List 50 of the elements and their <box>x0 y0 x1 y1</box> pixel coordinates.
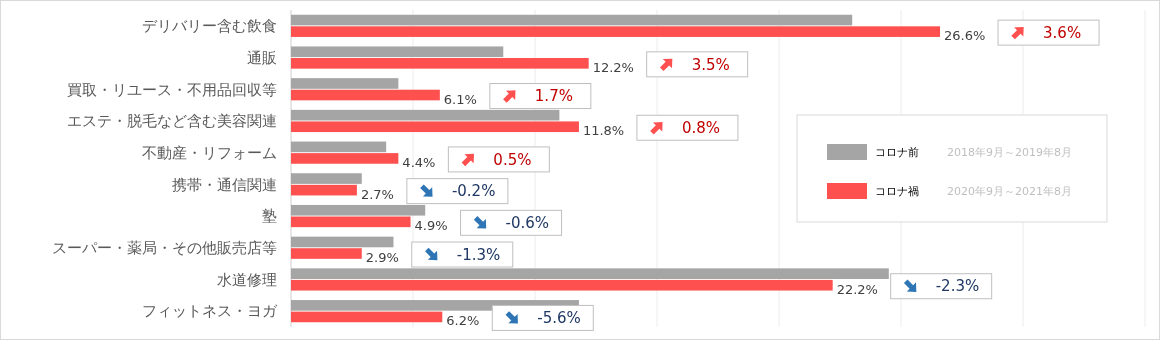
y-tick-label: 携帯・通信関連 <box>172 175 277 194</box>
annotation: -1.3% <box>456 245 501 264</box>
y-tick-label: 買取・リユース・不用品回収等 <box>67 80 277 99</box>
annotation: 0.5% <box>493 150 532 169</box>
bar <box>291 58 589 69</box>
bar <box>291 141 387 153</box>
annotation: 3.5% <box>691 55 730 74</box>
data-label: 22.2% <box>836 281 878 297</box>
data-label: 4.4% <box>402 154 436 170</box>
y-tick-label: スーパー・薬局・その他販売店等 <box>52 239 277 257</box>
bar <box>291 204 426 216</box>
bar <box>291 153 399 164</box>
data-label: 12.2% <box>592 59 634 75</box>
bar <box>291 26 941 37</box>
data-label: 2.9% <box>365 250 399 266</box>
annotation: -0.2% <box>451 182 496 201</box>
bar <box>291 14 853 26</box>
bar <box>291 89 440 101</box>
bar <box>291 109 560 121</box>
annotation: -5.6% <box>537 309 581 328</box>
bar <box>291 184 357 196</box>
legend-label: コロナ禍 <box>875 184 919 198</box>
annotation: 1.7% <box>534 87 573 106</box>
bar <box>291 121 579 133</box>
data-label: 6.1% <box>443 91 477 107</box>
legend-label: コロナ前 <box>875 145 919 159</box>
y-tick-label: エステ・脱毛など含む美容関連 <box>67 112 277 131</box>
data-label: 4.9% <box>414 218 448 234</box>
bar <box>291 46 504 58</box>
annotation: 0.8% <box>681 118 721 137</box>
annotation: -2.3% <box>935 277 980 296</box>
data-label: 26.6% <box>944 28 986 44</box>
bar <box>291 236 394 248</box>
data-label: 11.8% <box>582 123 625 139</box>
data-label: 2.7% <box>360 186 394 202</box>
bar <box>291 216 411 228</box>
bar <box>291 279 833 291</box>
y-tick-label: 水道修理 <box>217 270 277 289</box>
y-tick-label: デリバリー含む飲食 <box>142 17 277 36</box>
bar <box>291 78 399 89</box>
bar <box>291 248 362 259</box>
y-tick-label: フィットネス・ヨガ <box>142 302 278 321</box>
y-tick-label: 不動産・リフォーム <box>142 143 277 162</box>
y-tick-label: 通販 <box>247 48 277 67</box>
annotation: -0.6% <box>505 214 550 233</box>
data-label: 6.2% <box>446 313 480 329</box>
y-tick-label: 塾 <box>262 207 277 226</box>
bar <box>291 311 443 323</box>
annotation: 3.6% <box>1043 23 1082 42</box>
bar <box>291 173 362 184</box>
